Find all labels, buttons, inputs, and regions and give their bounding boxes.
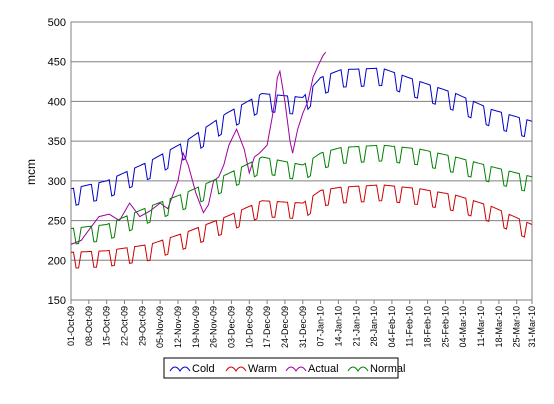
x-tick-label: 15-Oct-09 [102,306,112,346]
legend-swatch-cold [169,366,191,372]
x-tick-label: 26-Nov-09 [209,306,219,348]
y-tick-label: 350 [48,136,66,148]
x-tick-label: 05-Nov-09 [155,306,165,348]
x-tick-label: 25-Mar-10 [512,306,522,348]
x-tick-label: 10-Dec-09 [244,306,254,348]
x-tick-label: 21-Jan-10 [351,306,361,347]
x-tick-label: 18-Mar-10 [494,306,504,348]
legend-label-warm: Warm [248,363,277,375]
x-tick-label: 18-Feb-10 [423,306,433,348]
legend-swatch-actual [285,366,307,372]
x-tick-label: 24-Dec-09 [280,306,290,348]
y-tick-label: 250 [48,216,66,228]
legend-swatch-normal [347,366,369,372]
legend-swatch-warm [225,366,247,372]
x-tick-label: 31-Dec-09 [298,306,308,348]
x-tick-label: 22-Oct-09 [119,306,129,346]
legend-label-cold: Cold [192,363,215,375]
x-tick-label: 17-Dec-09 [262,306,272,348]
grid-lines [71,61,532,261]
y-tick-label: 150 [48,295,66,307]
x-tick-label: 31-Mar-10 [527,306,537,348]
y-tick-label: 450 [48,57,66,69]
series-line-warm [70,184,533,269]
x-tick-label: 28-Jan-10 [369,306,379,347]
x-tick-label: 04-Mar-10 [458,306,468,348]
y-axis-label: mcm [24,159,38,185]
y-tick-label: 300 [48,176,66,188]
x-tick-label: 07-Jan-10 [316,306,326,347]
x-tick-label: 29-Oct-09 [137,306,147,346]
x-tick-label: 04-Feb-10 [387,306,397,348]
x-tick-label: 01-Oct-09 [66,306,76,346]
x-tick-label: 11-Feb-10 [405,306,415,347]
x-tick-label: 12-Nov-09 [173,306,183,348]
series-line-normal [70,144,533,245]
x-tick-label: 14-Jan-10 [333,306,343,347]
x-tick-label: 25-Feb-10 [440,306,450,348]
legend-label-normal: Normal [370,363,405,375]
x-tick-label: 11-Mar-10 [476,306,486,347]
y-tick-label: 500 [48,17,66,29]
x-tick-label: 03-Dec-09 [226,306,236,348]
series-lines [70,51,533,269]
series-line-cold [70,67,533,206]
x-tick-label: 08-Oct-09 [84,306,94,346]
legend-box [163,357,399,379]
legend-label-actual: Actual [308,363,339,375]
plot-area [70,21,533,301]
y-axis-ticks: 150 200 250 300 350 400 450 500 [48,17,66,307]
x-tick-label: 19-Nov-09 [191,306,201,348]
y-tick-label: 200 [48,255,66,267]
y-tick-label: 400 [48,96,66,108]
legend: Cold Warm Actual Normal [163,357,405,379]
x-axis-ticks: 01-Oct-09 08-Oct-09 15-Oct-09 22-Oct-09 29-O… [66,300,537,348]
